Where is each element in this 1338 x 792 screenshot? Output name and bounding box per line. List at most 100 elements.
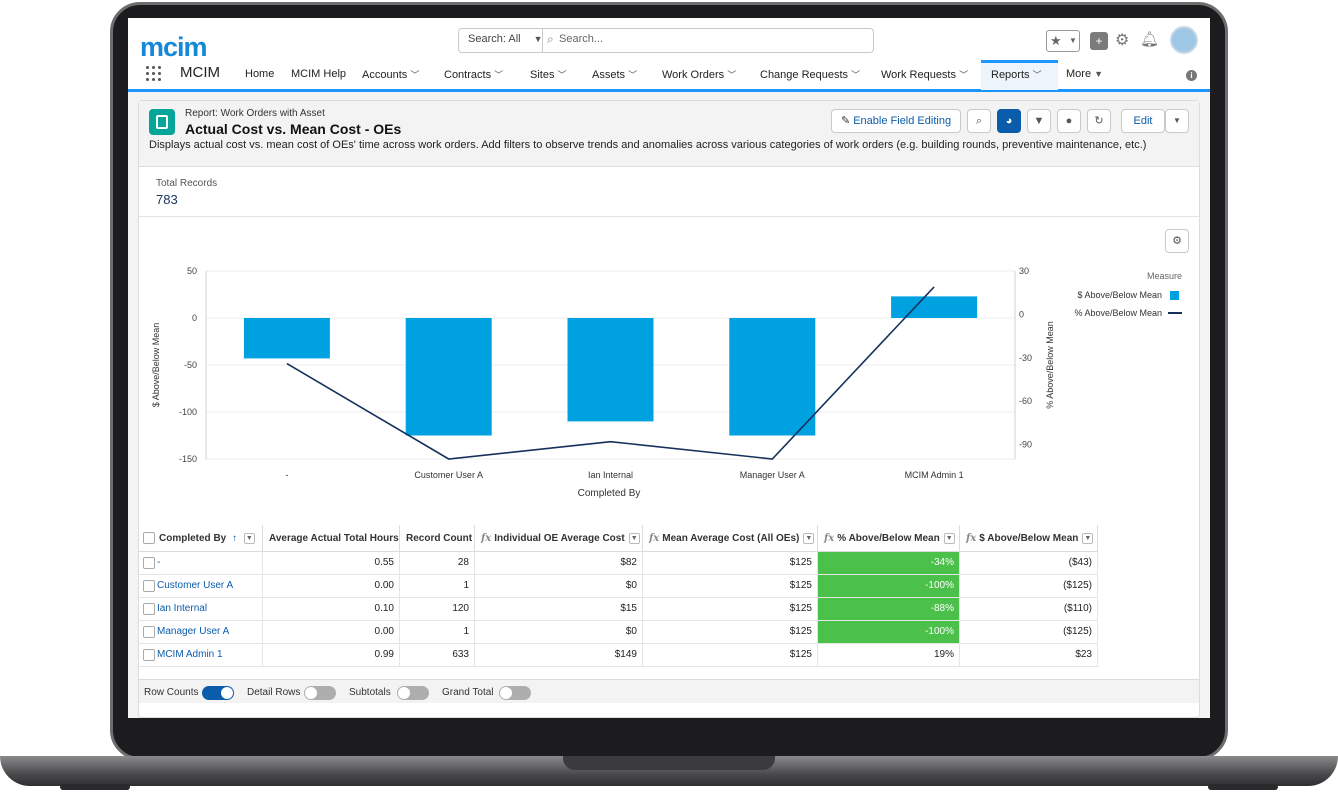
row-owner-link[interactable]: Manager User A xyxy=(139,621,263,644)
chevron-down-icon: ﹀ xyxy=(851,70,861,80)
nav-item-accounts[interactable]: Accounts ﹀ xyxy=(362,68,419,81)
avatar[interactable] xyxy=(1170,26,1198,54)
app-launcher-icon[interactable] xyxy=(146,66,162,82)
report-header: Report: Work Orders with Asset Actual Co… xyxy=(139,101,1199,167)
column-menu-icon[interactable]: ▼ xyxy=(243,533,255,544)
nav-item-contracts[interactable]: Contracts ﹀ xyxy=(444,68,503,81)
bar-dollar-above-below-mean[interactable] xyxy=(567,318,654,422)
row-owner-link[interactable]: Ian Internal xyxy=(139,598,263,621)
column-header-mean-cost[interactable]: fx Mean Average Cost (All OEs) ▼ xyxy=(643,525,818,552)
row-counts-toggle[interactable] xyxy=(202,686,234,700)
y-tick-label: -50 xyxy=(184,360,197,370)
star-icon: ★ xyxy=(1050,33,1062,48)
table-cell: 19% xyxy=(818,644,960,667)
nav-item-assets[interactable]: Assets ﹀ xyxy=(592,68,637,81)
global-search[interactable]: Search: All ▼ ⌕ Search... xyxy=(458,28,874,53)
row-checkbox[interactable] xyxy=(143,603,155,615)
search-report-button[interactable]: ⌕ xyxy=(967,109,991,133)
table-cell: $125 xyxy=(643,552,818,575)
subtotals-toggle[interactable] xyxy=(397,686,429,700)
column-header-completed-by[interactable]: Completed By ↑ ▼ xyxy=(139,525,263,552)
bar-dollar-above-below-mean[interactable] xyxy=(243,318,330,359)
table-cell: -100% xyxy=(818,621,960,644)
bar-dollar-above-below-mean[interactable] xyxy=(729,318,816,436)
column-header-individual-cost[interactable]: fx Individual OE Average Cost ▼ xyxy=(475,525,643,552)
nav-item-work-requests[interactable]: Work Requests ﹀ xyxy=(881,68,968,81)
nav-item-change-requests[interactable]: Change Requests ﹀ xyxy=(760,68,860,81)
share-icon: ● xyxy=(1065,115,1073,127)
gear-icon: ⚙ xyxy=(1172,235,1182,247)
report-type-label: Report: Work Orders with Asset xyxy=(185,108,325,119)
nav-item-more[interactable]: More ▼ xyxy=(1066,68,1103,80)
nav-item-sites[interactable]: Sites ﹀ xyxy=(530,68,567,81)
sort-ascending-icon[interactable]: ↑ xyxy=(232,533,238,545)
column-header-dollar-above-below[interactable]: fx $ Above/Below Mean ▼ xyxy=(960,525,1098,552)
column-menu-icon[interactable]: ▼ xyxy=(943,533,955,544)
column-header-avg-hours[interactable]: Average Actual Total Hours xyxy=(263,525,400,552)
table-cell: 1 xyxy=(400,575,475,598)
row-owner-link[interactable]: Customer User A xyxy=(139,575,263,598)
x-tick-label: - xyxy=(285,470,288,480)
edit-button[interactable]: Edit xyxy=(1121,109,1165,133)
toggle-knob xyxy=(221,687,233,699)
bar-dollar-above-below-mean[interactable] xyxy=(891,296,978,318)
chevron-down-icon: ﹀ xyxy=(628,70,638,80)
grand-total-toggle[interactable] xyxy=(499,686,531,700)
enable-field-editing-button[interactable]: ✎ Enable Field Editing xyxy=(831,109,961,133)
table-cell: 0.99 xyxy=(263,644,400,667)
row-checkbox[interactable] xyxy=(143,580,155,592)
chart-settings-button[interactable]: ⚙ xyxy=(1165,229,1189,253)
chevron-down-icon: ▼ xyxy=(1069,36,1077,45)
table-cell: $125 xyxy=(643,598,818,621)
toggle-label-grand-total: Grand Total xyxy=(442,687,494,698)
setup-gear-icon[interactable]: ⚙ xyxy=(1115,32,1130,49)
notification-bell-icon[interactable]: 🔔︎ xyxy=(1140,31,1160,48)
share-button[interactable]: ● xyxy=(1057,109,1081,133)
column-header-pct-above-below[interactable]: fx% Above/Below Mean ▼ xyxy=(818,525,960,552)
nav-item-home[interactable]: Home xyxy=(245,68,275,80)
filter-button[interactable]: ▼ xyxy=(1027,109,1051,133)
column-menu-icon[interactable]: ▼ xyxy=(628,533,640,544)
select-all-checkbox[interactable] xyxy=(143,532,155,544)
nav-item-mcim-help[interactable]: MCIM Help xyxy=(291,68,347,80)
search-scope-select[interactable]: Search: All ▼ xyxy=(459,29,543,52)
row-owner-link[interactable]: MCIM Admin 1 xyxy=(139,644,263,667)
legend-label-dollar: $ Above/Below Mean xyxy=(1077,290,1162,300)
mcim-logo[interactable]: mcim xyxy=(140,32,208,62)
x-axis-title: Completed By xyxy=(578,488,641,499)
info-icon[interactable]: i xyxy=(1186,70,1197,81)
formula-icon: fx xyxy=(966,533,977,545)
row-checkbox[interactable] xyxy=(143,557,155,569)
favorites-button[interactable]: ★ ▼ xyxy=(1046,30,1080,52)
column-menu-icon[interactable]: ▼ xyxy=(1082,533,1094,544)
nav-item-reports[interactable]: Reports ﹀ xyxy=(991,68,1042,81)
chart-toggle-button[interactable]: ◕ xyxy=(997,109,1021,133)
bar-dollar-above-below-mean[interactable] xyxy=(405,318,492,436)
chevron-down-icon: ▼ xyxy=(533,34,543,44)
row-owner-link[interactable]: - xyxy=(139,552,263,575)
x-tick-label: Customer User A xyxy=(414,470,483,480)
search-input[interactable]: Search... xyxy=(559,33,604,45)
x-tick-label: MCIM Admin 1 xyxy=(905,470,964,480)
refresh-button[interactable]: ↻ xyxy=(1087,109,1111,133)
row-checkbox[interactable] xyxy=(143,626,155,638)
edit-menu-button[interactable]: ▼ xyxy=(1165,109,1189,133)
y-axis-title: $ Above/Below Mean xyxy=(151,323,161,408)
nav-label: Contracts xyxy=(444,69,492,81)
button-label: Enable Field Editing xyxy=(853,115,952,127)
nav-label: Work Requests xyxy=(881,69,956,81)
nav-label: Sites xyxy=(530,69,555,81)
detail-rows-toggle[interactable] xyxy=(304,686,336,700)
add-icon[interactable]: + xyxy=(1090,32,1108,50)
column-label: % Above/Below Mean xyxy=(837,533,940,545)
column-menu-icon[interactable]: ▼ xyxy=(803,533,815,544)
y-tick-label: 0 xyxy=(192,313,197,323)
column-header-record-count[interactable]: Record Count xyxy=(400,525,475,552)
chevron-down-icon: ﹀ xyxy=(727,70,737,80)
row-checkbox[interactable] xyxy=(143,649,155,661)
search-scope-label: Search: All xyxy=(468,33,521,45)
y-tick-label: 50 xyxy=(187,266,197,276)
report-footer: Row Counts Detail Rows Subtotals Grand T… xyxy=(139,679,1199,703)
nav-item-work-orders[interactable]: Work Orders ﹀ xyxy=(662,68,736,81)
total-records-label: Total Records xyxy=(156,178,218,189)
